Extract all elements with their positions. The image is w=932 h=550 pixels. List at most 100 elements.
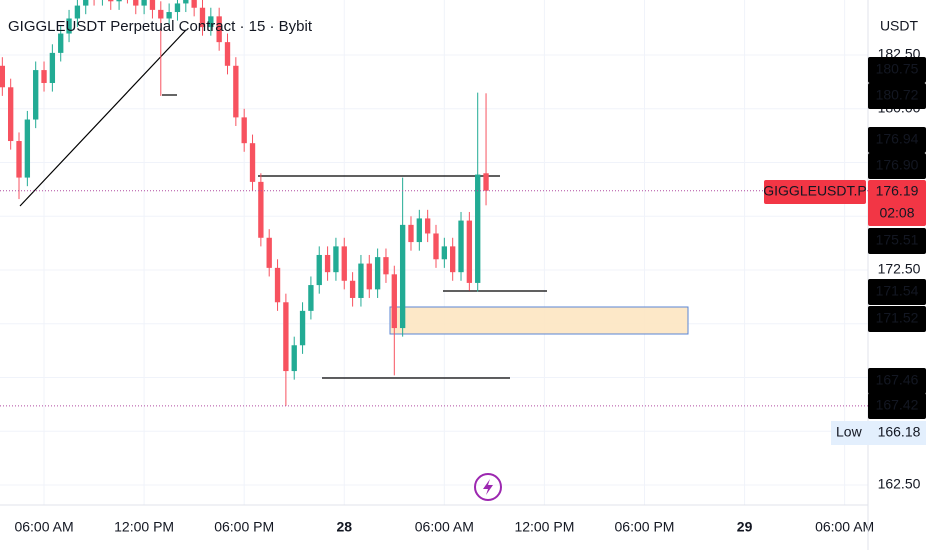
candle-body [8,87,14,142]
candle-body [41,70,47,83]
candle-body [258,181,264,238]
chart-title: GIGGLEUSDT Perpetual Contract · 15 · Byb… [8,18,313,35]
candle-body [466,220,473,283]
candle-body [291,345,297,372]
candle-body [233,65,239,118]
candle-body [66,18,72,34]
candle-body [391,274,397,329]
trend-line [19,29,187,207]
candle-body [0,65,6,88]
price-box [868,279,926,305]
candle-body [183,0,189,4]
candle-body [475,174,481,283]
price-box [868,306,926,332]
lightning-icon [474,473,502,501]
candle-body [416,218,422,243]
y-tick-label: 172.50 [878,261,921,277]
x-tick-label: 28 [336,519,352,535]
candle-body [199,7,206,28]
symbol-badge [764,180,866,204]
low-price-label: 166.18 [878,424,921,440]
candle-body [399,224,406,329]
symbol-label: GIGGLEUSDT.P [763,183,866,199]
price-box [868,393,926,419]
price-label: 171.54 [876,283,919,299]
price-label: 180.72 [876,87,919,103]
candle-body [266,237,272,268]
candle-body [408,224,414,243]
candle-body [299,310,306,346]
x-tick-label: 06:00 AM [14,519,73,535]
candle-body [433,233,439,260]
candle-body [58,33,64,53]
last-price-box [868,180,926,226]
candle-body [424,218,431,234]
price-label: 176.94 [876,131,919,147]
price-box [868,57,926,83]
x-tick-label: 06:00 PM [214,519,274,535]
x-tick-label: 12:00 PM [114,519,174,535]
candle-body [224,42,231,66]
price-box [868,368,926,394]
candle-body [24,119,31,178]
candle-body [16,141,22,178]
x-tick-label: 06:00 PM [615,519,675,535]
candle-body [458,220,464,273]
price-label: 167.46 [876,372,919,388]
candle-body [374,257,381,290]
candle-body [33,70,39,120]
candle-body [158,9,164,19]
drawings [19,29,689,379]
currency: USDT [880,18,919,34]
candle-body [149,0,156,10]
y-tick-label: 162.50 [878,476,921,492]
price-box [868,83,926,109]
candle-body [366,263,372,290]
overlay: 180.75 180.72 176.94 176.90 GIGGLEUSDT.P 176.… [0,57,926,445]
candle-body [174,3,181,13]
candle-body [116,0,122,2]
candle-body [316,254,322,286]
candle-body [141,0,147,6]
candles [0,0,489,406]
price-label: 180.75 [876,61,919,77]
candle-body [274,267,281,303]
low-text: Low [836,424,863,440]
candle-body [341,246,347,281]
candle-body [166,12,172,19]
candle-body [349,280,356,298]
candle-body [308,285,314,311]
price-label: 176.90 [876,157,919,173]
candle-body [358,263,364,298]
candle-body [450,246,456,273]
price-box [868,228,926,254]
x-tick-label: 12:00 PM [514,519,574,535]
price-label: 175.51 [876,232,919,248]
candle-body [249,143,256,182]
price-box [868,127,926,153]
price-label: 167.42 [876,397,919,413]
candle-body [283,302,289,372]
price-label: 171.52 [876,310,919,326]
low-box [831,421,926,445]
candle-body [241,117,247,144]
candle-body [324,254,331,273]
candle-body [74,5,81,19]
price-box [868,153,926,179]
candle-body [441,246,448,260]
last-price-label: 176.19 [876,183,919,199]
candle-body [216,16,222,43]
candle-body [83,0,89,6]
candle-body [483,173,489,191]
x-tick-label: 06:00 AM [815,519,874,535]
x-tick-label: 06:00 AM [415,519,474,535]
zone-box [389,306,689,335]
candle-body [208,16,214,28]
candle-body [133,0,139,6]
candle-body [191,0,197,8]
countdown: 02:08 [879,205,914,221]
candle-body [49,52,56,83]
candle-body [333,246,339,273]
